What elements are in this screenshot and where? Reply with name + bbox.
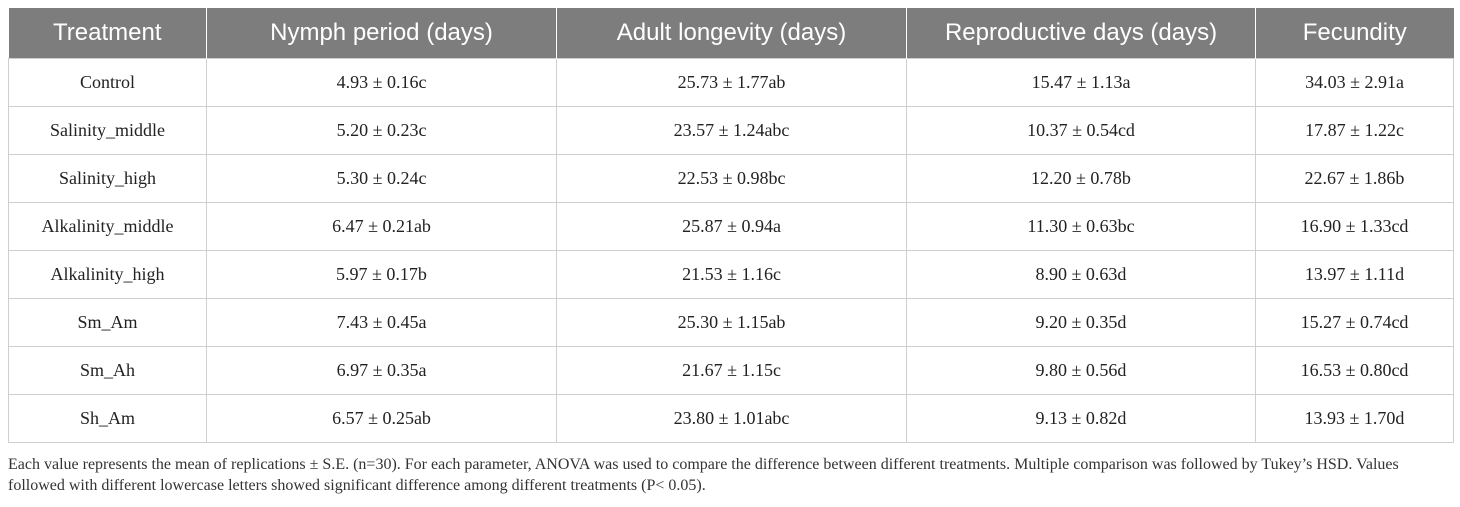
table-cell: 6.57 ± 0.25ab [206, 394, 557, 443]
table-cell: 10.37 ± 0.54cd [906, 106, 1256, 155]
table-cell: 6.47 ± 0.21ab [206, 202, 557, 251]
table-cell: Salinity_middle [8, 106, 207, 155]
table-cell: 9.13 ± 0.82d [906, 394, 1256, 443]
header-cell: Fecundity [1255, 8, 1454, 59]
table-cell: Salinity_high [8, 154, 207, 203]
data-table: Treatment Nymph period (days) Adult long… [8, 8, 1454, 443]
table-cell: 5.97 ± 0.17b [206, 250, 557, 299]
table-cell: 25.87 ± 0.94a [556, 202, 907, 251]
table-cell: Sm_Am [8, 298, 207, 347]
table-footnote: Each value represents the mean of replic… [8, 456, 1399, 494]
table-cell: 22.53 ± 0.98bc [556, 154, 907, 203]
table-cell: 9.20 ± 0.35d [906, 298, 1256, 347]
header-cell: Nymph period (days) [206, 8, 557, 59]
table-container: Treatment Nymph period (days) Adult long… [8, 8, 1454, 496]
table-body: Control 4.93 ± 0.16c 25.73 ± 1.77ab 15.4… [8, 58, 1454, 443]
header-cell: Reproductive days (days) [906, 8, 1256, 59]
table-cell: 9.80 ± 0.56d [906, 346, 1256, 395]
table-cell: 16.53 ± 0.80cd [1255, 346, 1454, 395]
table-cell: 8.90 ± 0.63d [906, 250, 1256, 299]
table-cell: 15.27 ± 0.74cd [1255, 298, 1454, 347]
table-cell: 23.57 ± 1.24abc [556, 106, 907, 155]
table-cell: 11.30 ± 0.63bc [906, 202, 1256, 251]
table-cell: Sm_Ah [8, 346, 207, 395]
table-cell: Sh_Am [8, 394, 207, 443]
table-cell: 4.93 ± 0.16c [206, 58, 557, 107]
table-row: Salinity_middle 5.20 ± 0.23c 23.57 ± 1.2… [8, 106, 1454, 155]
header-cell: Treatment [8, 8, 207, 59]
table-cell: Alkalinity_middle [8, 202, 207, 251]
table-header: Treatment Nymph period (days) Adult long… [8, 8, 1454, 59]
header-row: Treatment Nymph period (days) Adult long… [8, 8, 1454, 59]
table-row: Sm_Am 7.43 ± 0.45a 25.30 ± 1.15ab 9.20 ±… [8, 298, 1454, 347]
table-cell: 22.67 ± 1.86b [1255, 154, 1454, 203]
table-row: Salinity_high 5.30 ± 0.24c 22.53 ± 0.98b… [8, 154, 1454, 203]
table-cell: 5.30 ± 0.24c [206, 154, 557, 203]
table-cell: 21.67 ± 1.15c [556, 346, 907, 395]
table-row: Sh_Am 6.57 ± 0.25ab 23.80 ± 1.01abc 9.13… [8, 394, 1454, 443]
table-cell: 17.87 ± 1.22c [1255, 106, 1454, 155]
table-row: Alkalinity_middle 6.47 ± 0.21ab 25.87 ± … [8, 202, 1454, 251]
table-cell: 5.20 ± 0.23c [206, 106, 557, 155]
table-row: Sm_Ah 6.97 ± 0.35a 21.67 ± 1.15c 9.80 ± … [8, 346, 1454, 395]
table-cell: 25.30 ± 1.15ab [556, 298, 907, 347]
table-cell: 12.20 ± 0.78b [906, 154, 1256, 203]
table-row: Control 4.93 ± 0.16c 25.73 ± 1.77ab 15.4… [8, 58, 1454, 107]
table-row: Alkalinity_high 5.97 ± 0.17b 21.53 ± 1.1… [8, 250, 1454, 299]
table-cell: 6.97 ± 0.35a [206, 346, 557, 395]
table-cell: 23.80 ± 1.01abc [556, 394, 907, 443]
table-cell: 13.93 ± 1.70d [1255, 394, 1454, 443]
table-cell: Control [8, 58, 207, 107]
table-cell: 25.73 ± 1.77ab [556, 58, 907, 107]
header-cell: Adult longevity (days) [556, 8, 907, 59]
table-cell: Alkalinity_high [8, 250, 207, 299]
table-cell: 7.43 ± 0.45a [206, 298, 557, 347]
table-cell: 21.53 ± 1.16c [556, 250, 907, 299]
table-cell: 34.03 ± 2.91a [1255, 58, 1454, 107]
table-cell: 15.47 ± 1.13a [906, 58, 1256, 107]
table-cell: 16.90 ± 1.33cd [1255, 202, 1454, 251]
table-cell: 13.97 ± 1.11d [1255, 250, 1454, 299]
